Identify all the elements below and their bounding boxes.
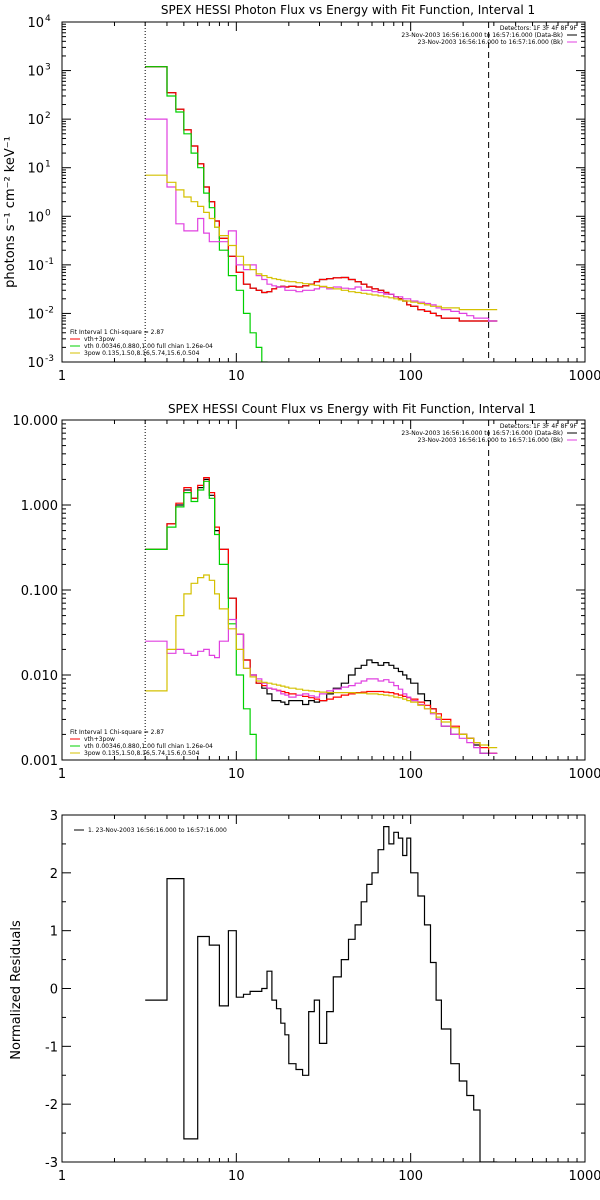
x-tick-label: 10 bbox=[228, 369, 245, 384]
y-tick-exponent: -2 bbox=[45, 305, 54, 315]
photon-flux-y-axis-label: photons s⁻¹ cm⁻² keV⁻¹ bbox=[3, 136, 18, 288]
legend-entry: 23-Nov-2003 16:56:16.000 to 16:57:16.000… bbox=[418, 39, 563, 46]
x-tick-label: 10 bbox=[228, 1169, 245, 1184]
plot-frame bbox=[61, 21, 586, 363]
photon-flux-panel: SPEX HESSI Photon Flux vs Energy with Fi… bbox=[3, 3, 600, 384]
x-tick-label: 1000 bbox=[568, 369, 600, 384]
y-tick-label: 3 bbox=[50, 809, 58, 824]
series-3pow-line bbox=[145, 574, 498, 749]
y-tick-label: -2 bbox=[45, 1098, 58, 1113]
y-tick-label: 10 bbox=[27, 259, 44, 274]
y-tick-label: 10 bbox=[27, 113, 44, 128]
plot-frame bbox=[61, 419, 586, 761]
legend-entry: Fit Interval 1 Chi-square = 2.87 bbox=[70, 329, 164, 336]
x-tick-label: 1000 bbox=[568, 1169, 600, 1184]
series-data-line bbox=[145, 478, 498, 754]
x-tick-label: 10 bbox=[228, 767, 245, 782]
y-tick-label: 10 bbox=[27, 65, 44, 80]
y-tick-exponent: 2 bbox=[45, 111, 51, 121]
y-tick-exponent: 1 bbox=[45, 160, 51, 170]
y-tick-label: 0 bbox=[50, 983, 58, 998]
x-tick-label: 1 bbox=[58, 369, 66, 384]
legend-entry: 3pow 0.135,1.50,8.16,5.74,15.6,0.504 bbox=[84, 350, 200, 357]
x-tick-label: 100 bbox=[398, 767, 423, 782]
series-vth+3pow-line bbox=[145, 477, 498, 754]
legend-entry: 23-Nov-2003 16:56:16.000 to 16:57:16.000… bbox=[418, 437, 563, 444]
legend-entry: 23-Nov-2003 16:56:16.000 to 16:57:16.000… bbox=[401, 32, 563, 39]
y-tick-label: -1 bbox=[45, 1040, 58, 1055]
y-tick-label: 1.000 bbox=[21, 499, 58, 514]
residuals-y-axis-label: Normalized Residuals bbox=[9, 920, 24, 1060]
y-tick-label: -3 bbox=[45, 1156, 58, 1171]
series-3pow-line bbox=[145, 174, 498, 311]
y-tick-exponent: -1 bbox=[45, 257, 54, 267]
legend-entry: vth+3pow bbox=[84, 336, 115, 343]
x-tick-label: 100 bbox=[398, 1169, 423, 1184]
y-tick-label: 1 bbox=[50, 925, 58, 940]
count-flux-panel: SPEX HESSI Count Flux vs Energy with Fit… bbox=[13, 402, 600, 782]
series-vth-line bbox=[145, 66, 268, 362]
x-tick-label: 1 bbox=[58, 1169, 66, 1184]
y-tick-exponent: -3 bbox=[45, 354, 54, 364]
legend-entry: 3pow 0.135,1.50,8.16,5.74,15.6,0.504 bbox=[84, 750, 200, 757]
x-tick-label: 1 bbox=[58, 767, 66, 782]
y-tick-label: 0.100 bbox=[21, 584, 58, 599]
series-data-line bbox=[145, 66, 498, 322]
y-tick-exponent: 3 bbox=[45, 63, 51, 73]
y-tick-label: 10 bbox=[27, 210, 44, 225]
y-tick-exponent: 0 bbox=[45, 208, 51, 218]
y-tick-label: 10 bbox=[27, 356, 44, 371]
x-tick-label: 100 bbox=[398, 369, 423, 384]
y-tick-label: 10 bbox=[27, 16, 44, 31]
y-tick-label: 10.000 bbox=[13, 414, 59, 429]
photon-flux-title: SPEX HESSI Photon Flux vs Energy with Fi… bbox=[161, 3, 535, 17]
series-bk-line bbox=[145, 618, 498, 754]
y-tick-exponent: 4 bbox=[45, 14, 51, 24]
legend-entry: 1. 23-Nov-2003 16:56:16.000 to 16:57:16.… bbox=[88, 827, 227, 834]
legend-entry: 23-Nov-2003 16:56:16.000 to 16:57:16.000… bbox=[401, 430, 563, 437]
legend-entry: vth 0.00346,0.880,1.00 full chian 1.26e-… bbox=[84, 743, 213, 750]
y-tick-label: 10 bbox=[27, 162, 44, 177]
residuals-panel: Normalized Residuals 1 10 100 1000 -3 -2 -1 0 1 2… bbox=[9, 809, 600, 1184]
plot-frame bbox=[61, 814, 586, 1163]
series-vth+3pow-line bbox=[145, 66, 498, 322]
count-flux-title: SPEX HESSI Count Flux vs Energy with Fit… bbox=[168, 402, 536, 416]
legend-entry: Fit Interval 1 Chi-square = 2.87 bbox=[70, 729, 164, 736]
x-tick-label: 1000 bbox=[568, 767, 600, 782]
y-tick-label: 0.010 bbox=[21, 669, 58, 684]
legend-entry: Detectors: 1F 3F 4F 8F 9F bbox=[500, 25, 578, 32]
series-vth-line bbox=[145, 480, 257, 760]
series-residuals-line bbox=[145, 826, 498, 1162]
y-tick-label: 2 bbox=[50, 867, 58, 882]
y-tick-label: 0.001 bbox=[21, 754, 58, 769]
legend-entry: Detectors: 1F 3F 4F 8F 9F bbox=[500, 423, 578, 430]
legend-entry: vth 0.00346,0.880,1.00 full chian 1.26e-… bbox=[84, 343, 213, 350]
y-tick-label: 10 bbox=[27, 307, 44, 322]
legend-entry: vth+3pow bbox=[84, 736, 115, 743]
